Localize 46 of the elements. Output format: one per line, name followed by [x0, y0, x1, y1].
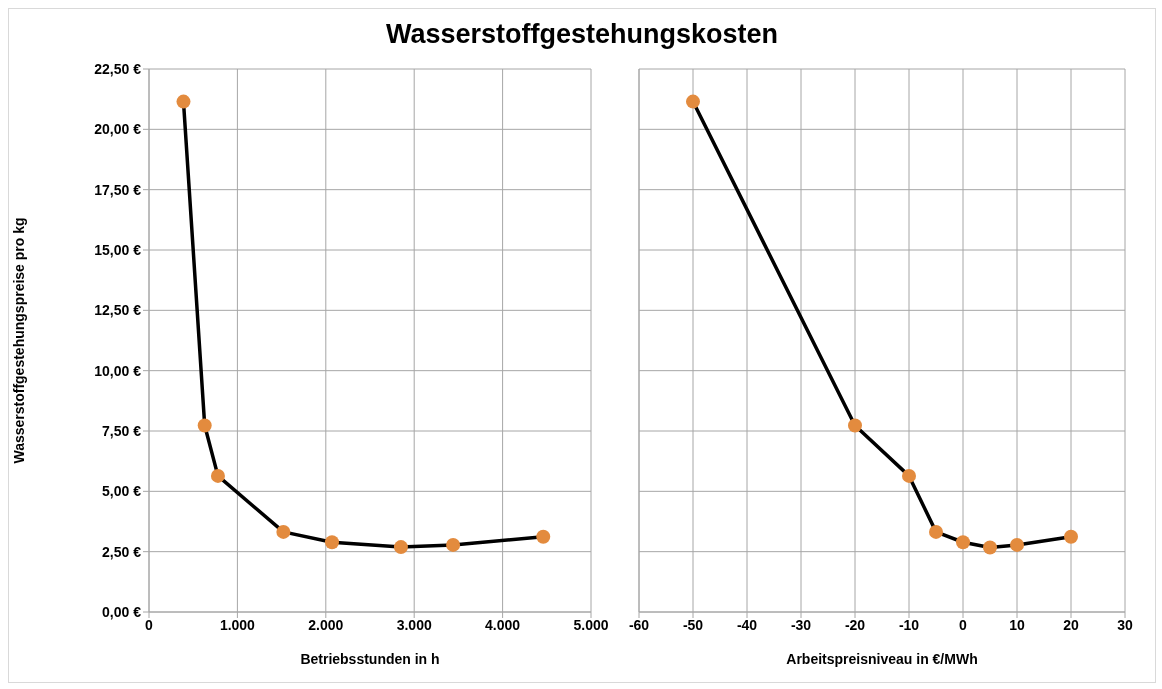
- x-axis-title: Arbeitspreisniveau in €/MWh: [786, 651, 978, 667]
- point: [536, 529, 551, 544]
- x-tick-label: -20: [844, 616, 866, 633]
- x-tick-label: 10: [1009, 616, 1025, 633]
- x-tick-label: -60: [628, 616, 650, 633]
- point: [276, 524, 291, 539]
- x-tick-label: 0: [145, 616, 154, 633]
- x-tick-label: 4.000: [485, 616, 521, 633]
- y-tick-label: 22,50 €: [94, 60, 142, 77]
- point: [686, 94, 700, 109]
- point: [446, 537, 461, 552]
- x-tick-label: 0: [959, 616, 968, 633]
- y-tick-label: 2,50 €: [102, 543, 142, 560]
- point: [176, 94, 191, 109]
- chart-title: Wasserstoffgestehungskosten: [384, 19, 780, 50]
- y-tick-label: 5,00 €: [102, 483, 142, 500]
- x-tick-label: -50: [682, 616, 704, 633]
- y-tick-label: 15,00 €: [94, 241, 142, 258]
- point: [393, 540, 408, 555]
- x-tick-label: 1.000: [219, 616, 256, 633]
- y-tick-label: 7,50 €: [102, 422, 142, 439]
- point: [848, 418, 862, 433]
- y-tick-label: 20,00 €: [94, 121, 142, 138]
- y-tick-label: 10,00 €: [94, 362, 142, 379]
- point: [210, 468, 225, 483]
- point: [324, 535, 339, 550]
- point: [197, 418, 212, 433]
- y-tick-label: 0,00 €: [102, 603, 142, 620]
- point: [1010, 537, 1024, 552]
- point: [902, 468, 916, 483]
- x-tick-label: 2.000: [308, 616, 344, 633]
- point: [983, 540, 997, 555]
- x-tick-label: -40: [736, 616, 758, 633]
- x-tick-label: 3.000: [396, 616, 432, 633]
- point: [929, 524, 943, 539]
- point: [1064, 529, 1078, 544]
- y-tick-label: 12,50 €: [94, 302, 142, 319]
- x-tick-label: 5.000: [573, 616, 609, 633]
- x-tick-label: 20: [1063, 616, 1079, 633]
- x-tick-label: -10: [898, 616, 920, 633]
- y-tick-label: 17,50 €: [94, 181, 142, 198]
- x-tick-label: 30: [1117, 616, 1133, 633]
- y-axis-title: Wasserstoffgestehungspreise pro kg: [10, 217, 27, 464]
- x-axis-title: Betriebsstunden in h: [300, 651, 440, 667]
- point: [956, 535, 970, 550]
- x-tick-label: -30: [790, 616, 812, 633]
